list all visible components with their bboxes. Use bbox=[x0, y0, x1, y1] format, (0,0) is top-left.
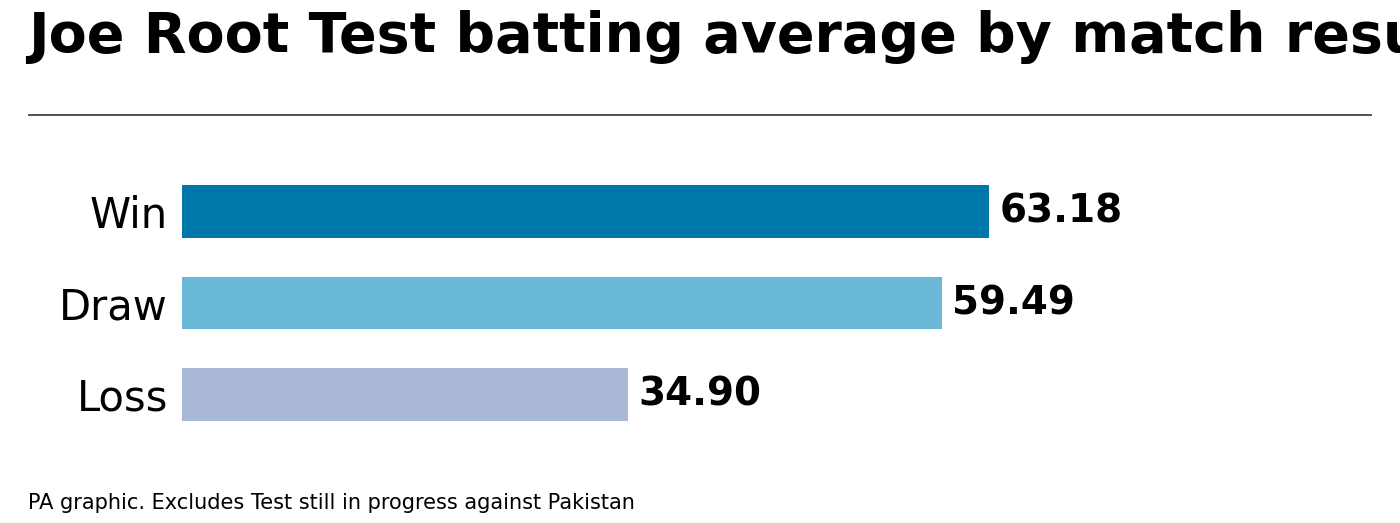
Text: 34.90: 34.90 bbox=[638, 376, 762, 413]
Text: 59.49: 59.49 bbox=[952, 284, 1075, 322]
Text: PA graphic. Excludes Test still in progress against Pakistan: PA graphic. Excludes Test still in progr… bbox=[28, 493, 634, 513]
Bar bbox=[182, 277, 942, 329]
Text: 63.18: 63.18 bbox=[1000, 192, 1123, 231]
Bar bbox=[182, 185, 990, 238]
Bar bbox=[182, 368, 627, 421]
Text: Joe Root Test batting average by match result: Joe Root Test batting average by match r… bbox=[28, 10, 1400, 64]
